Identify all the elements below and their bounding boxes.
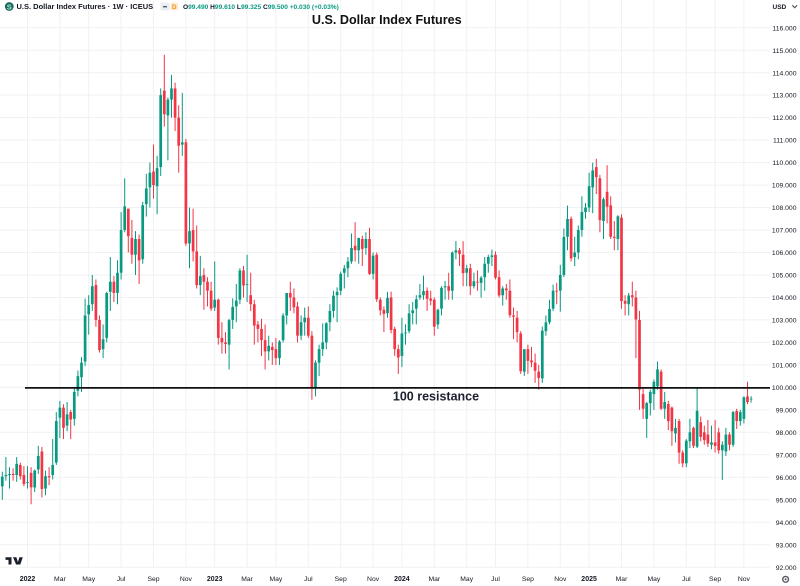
svg-text:S: S xyxy=(7,2,12,11)
svg-text:2024: 2024 xyxy=(394,576,410,583)
svg-text:102.000: 102.000 xyxy=(772,340,797,347)
svg-text:2022: 2022 xyxy=(20,576,36,583)
svg-text:O99.490 H99.610 L99.325 C99.50: O99.490 H99.610 L99.325 C99.500 +0.030 (… xyxy=(183,4,339,11)
svg-text:108.000: 108.000 xyxy=(772,205,797,212)
svg-text:May: May xyxy=(460,576,473,583)
svg-text:2025: 2025 xyxy=(581,576,597,583)
svg-text:U.S. Dollar Index Futures · 1W: U.S. Dollar Index Futures · 1W · ICEUS xyxy=(17,2,154,11)
svg-text:112.000: 112.000 xyxy=(772,115,796,122)
svg-text:96.000: 96.000 xyxy=(776,475,797,482)
svg-text:Nov: Nov xyxy=(554,576,567,583)
svg-text:May: May xyxy=(82,576,95,583)
svg-text:92.000: 92.000 xyxy=(776,565,797,572)
svg-text:Sep: Sep xyxy=(522,576,534,583)
svg-text:93.000: 93.000 xyxy=(776,542,797,549)
svg-text:95.000: 95.000 xyxy=(776,497,797,504)
svg-text:Mar: Mar xyxy=(241,576,253,583)
svg-text:109.000: 109.000 xyxy=(772,183,797,190)
svg-text:May: May xyxy=(269,576,282,583)
svg-text:98.000: 98.000 xyxy=(776,430,797,437)
svg-text:116.000: 116.000 xyxy=(772,25,796,32)
svg-text:97.000: 97.000 xyxy=(776,452,797,459)
svg-text:115.000: 115.000 xyxy=(772,48,796,55)
svg-text:Sep: Sep xyxy=(709,576,721,583)
svg-text:106.000: 106.000 xyxy=(772,250,797,257)
svg-text:Mar: Mar xyxy=(54,576,66,583)
svg-text:110.000: 110.000 xyxy=(772,160,796,167)
svg-text:104.000: 104.000 xyxy=(772,295,797,302)
svg-text:USD: USD xyxy=(773,4,787,11)
svg-text:Mar: Mar xyxy=(616,576,628,583)
svg-text:Sep: Sep xyxy=(147,576,159,583)
svg-text:111.000: 111.000 xyxy=(773,138,797,145)
svg-text:114.000: 114.000 xyxy=(772,70,796,77)
svg-text:105.000: 105.000 xyxy=(772,273,797,280)
svg-text:94.000: 94.000 xyxy=(776,520,797,527)
svg-text:100.000: 100.000 xyxy=(772,385,797,392)
svg-text:113.000: 113.000 xyxy=(772,93,796,100)
svg-text:Nov: Nov xyxy=(367,576,380,583)
svg-text:Jul: Jul xyxy=(304,576,313,583)
svg-text:May: May xyxy=(647,576,660,583)
svg-text:D: D xyxy=(172,4,177,11)
svg-text:103.000: 103.000 xyxy=(772,318,797,325)
svg-text:Sep: Sep xyxy=(335,576,347,583)
svg-text:99.000: 99.000 xyxy=(776,408,797,415)
svg-text:Jul: Jul xyxy=(682,576,691,583)
svg-text:100 resistance: 100 resistance xyxy=(393,389,479,403)
svg-text:2023: 2023 xyxy=(207,576,223,583)
svg-text:Nov: Nov xyxy=(180,576,193,583)
svg-text:Jul: Jul xyxy=(117,576,126,583)
svg-text:Jul: Jul xyxy=(491,576,500,583)
svg-text:Nov: Nov xyxy=(738,576,751,583)
svg-text:101.000: 101.000 xyxy=(772,363,797,370)
svg-text:U.S. Dollar Index Futures: U.S. Dollar Index Futures xyxy=(312,13,462,27)
svg-text:107.000: 107.000 xyxy=(772,228,797,235)
svg-text:Mar: Mar xyxy=(428,576,440,583)
